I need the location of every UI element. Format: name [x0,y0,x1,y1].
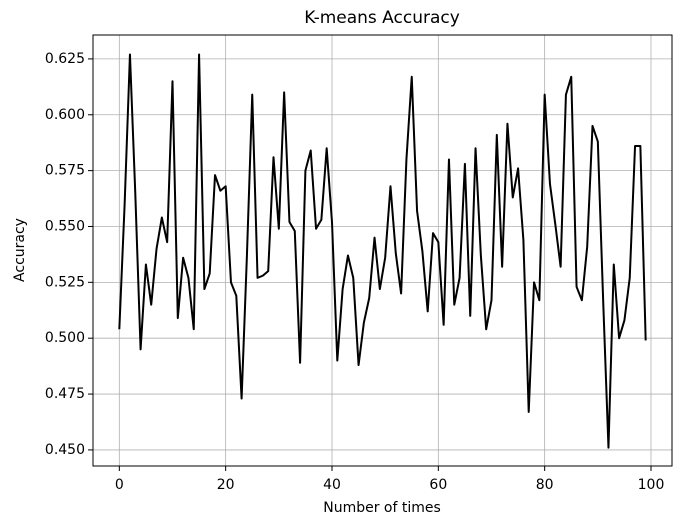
y-tick-label: 0.625 [45,51,85,67]
x-axis-label: Number of times [323,500,441,516]
y-tick-label: 0.525 [45,274,85,290]
y-axis-label: Accuracy [12,218,28,282]
chart-title: K-means Accuracy [304,8,460,28]
y-tick-label: 0.600 [45,107,85,123]
y-tick-label: 0.450 [45,442,85,458]
x-tick-label: 80 [536,477,554,493]
plot-frame [92,34,673,467]
x-tick-label: 60 [429,477,447,493]
line [118,53,647,449]
x-tick-label: 100 [638,477,665,493]
x-tick-label: 0 [115,477,124,493]
y-tick-label: 0.475 [45,386,85,402]
x-tick-label: 40 [323,477,341,493]
y-tick-label: 0.550 [45,218,85,234]
y-tick-label: 0.500 [45,330,85,346]
x-tick-label: 20 [217,477,235,493]
y-tick-label: 0.575 [45,163,85,179]
